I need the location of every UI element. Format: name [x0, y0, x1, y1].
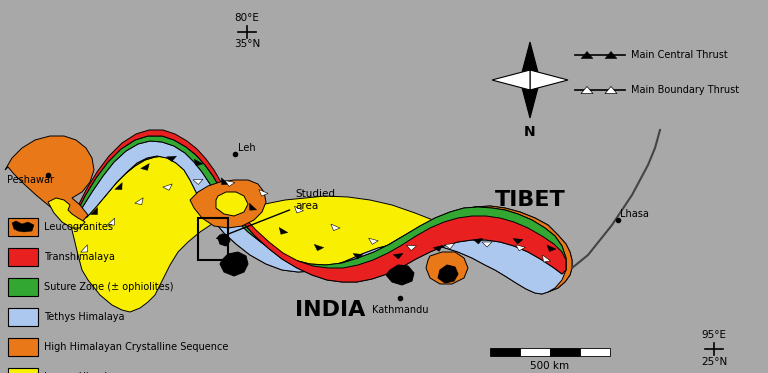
Text: 25°N: 25°N [701, 357, 727, 367]
Bar [8, 278, 38, 296]
Polygon shape [225, 181, 235, 186]
Text: Lesser Himalaya: Lesser Himalaya [44, 372, 125, 373]
Polygon shape [445, 244, 455, 249]
Polygon shape [369, 238, 379, 244]
Text: Main Boundary Thrust: Main Boundary Thrust [631, 85, 739, 95]
Bar [8, 308, 38, 326]
Polygon shape [81, 245, 88, 252]
Polygon shape [605, 87, 617, 94]
Text: Peshawar: Peshawar [6, 175, 54, 185]
Polygon shape [406, 245, 416, 251]
Text: Leh: Leh [238, 143, 256, 153]
Polygon shape [520, 42, 540, 80]
Polygon shape [12, 221, 34, 232]
Polygon shape [353, 254, 363, 259]
Polygon shape [5, 136, 94, 222]
Bar [580, 348, 610, 356]
Polygon shape [218, 234, 230, 246]
Polygon shape [492, 70, 530, 90]
Polygon shape [542, 255, 551, 262]
Polygon shape [438, 265, 458, 283]
Text: N: N [525, 125, 536, 139]
Text: Main Central Thrust: Main Central Thrust [631, 50, 728, 60]
Polygon shape [68, 156, 572, 312]
Polygon shape [190, 180, 266, 228]
Bar [8, 338, 38, 356]
Polygon shape [473, 238, 483, 244]
Polygon shape [76, 130, 566, 282]
Polygon shape [141, 163, 149, 170]
Polygon shape [280, 228, 288, 234]
Text: 35°N: 35°N [234, 39, 260, 49]
Polygon shape [250, 203, 257, 210]
Polygon shape [216, 192, 248, 216]
Text: INDIA: INDIA [295, 300, 366, 320]
Polygon shape [513, 238, 523, 244]
Polygon shape [433, 245, 443, 251]
Polygon shape [108, 218, 114, 225]
Polygon shape [221, 178, 229, 185]
Text: Lhasa: Lhasa [620, 209, 649, 219]
Bar [520, 348, 550, 356]
Polygon shape [515, 245, 525, 251]
Bar [490, 348, 520, 356]
Polygon shape [294, 206, 303, 213]
Polygon shape [167, 156, 177, 162]
Polygon shape [530, 70, 568, 90]
Polygon shape [520, 80, 540, 118]
Polygon shape [193, 179, 203, 185]
Polygon shape [547, 245, 556, 251]
Polygon shape [426, 252, 468, 284]
Polygon shape [91, 207, 98, 214]
Polygon shape [76, 136, 566, 282]
Polygon shape [581, 87, 593, 94]
Bar [8, 218, 38, 236]
Text: Kathmandu: Kathmandu [372, 305, 429, 315]
Bar [8, 248, 38, 266]
Text: 80°E: 80°E [234, 13, 260, 23]
Polygon shape [220, 252, 248, 276]
Polygon shape [194, 159, 203, 166]
Bar [8, 368, 38, 373]
Polygon shape [48, 198, 85, 228]
Polygon shape [163, 184, 172, 190]
Text: TIBET: TIBET [495, 190, 565, 210]
Text: Transhimalaya: Transhimalaya [44, 252, 115, 262]
Polygon shape [115, 183, 122, 190]
Polygon shape [605, 51, 617, 59]
Polygon shape [386, 265, 414, 285]
Text: Studied
area: Studied area [217, 189, 335, 239]
Polygon shape [482, 242, 492, 247]
Polygon shape [581, 51, 593, 59]
Polygon shape [78, 156, 572, 294]
Text: Leucogranites: Leucogranites [44, 222, 113, 232]
Polygon shape [331, 224, 340, 231]
Bar [550, 348, 580, 356]
Text: 500 km: 500 km [531, 361, 570, 371]
Text: Tethys Himalaya: Tethys Himalaya [44, 312, 124, 322]
Polygon shape [135, 198, 143, 205]
Polygon shape [393, 254, 403, 259]
Text: High Himalayan Crystalline Sequence: High Himalayan Crystalline Sequence [44, 342, 228, 352]
Polygon shape [259, 189, 268, 196]
Text: Suture Zone (± ophiolites): Suture Zone (± ophiolites) [44, 282, 174, 292]
Polygon shape [314, 244, 324, 251]
Text: 95°E: 95°E [701, 330, 727, 340]
Polygon shape [76, 141, 566, 294]
